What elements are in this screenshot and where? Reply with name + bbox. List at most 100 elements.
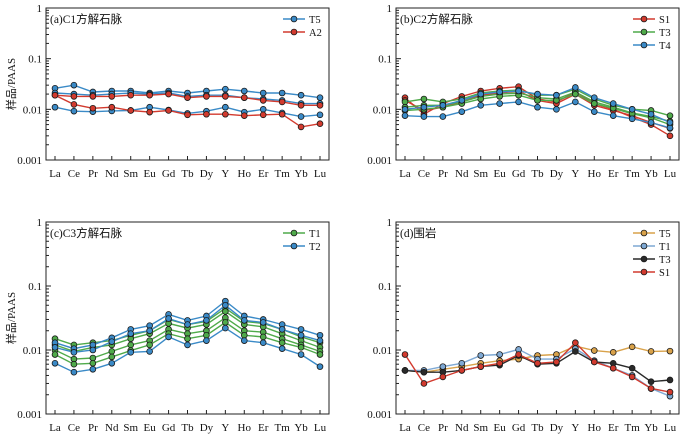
- legend-background: [281, 226, 325, 254]
- x-tick-label: La: [49, 168, 61, 180]
- data-point: [184, 94, 191, 101]
- data-point: [146, 108, 153, 116]
- chart-panel-4: 0.001 0.01 0.1 1 La Ce Pr Nd Sm Eu Gd Tb Dy Y Ho Er Tm Yb…: [367, 217, 680, 434]
- data-point: [278, 339, 286, 347]
- x-tick-label: Y: [221, 422, 229, 434]
- x-tick-label: Nd: [455, 422, 469, 434]
- data-point: [89, 104, 97, 112]
- data-point: [203, 110, 210, 118]
- data-point: [666, 347, 674, 355]
- x-tick-label: Y: [571, 422, 579, 434]
- data-point: [628, 115, 636, 123]
- x-tick-label: Yb: [294, 168, 308, 180]
- data-point: [477, 352, 485, 359]
- data-point: [666, 112, 674, 119]
- x-tick-label: Dy: [200, 168, 214, 180]
- data-point: [259, 111, 267, 119]
- panel-title: (b)C2方解石脉: [400, 12, 473, 26]
- legend-label: T5: [309, 15, 321, 26]
- data-point: [89, 93, 97, 100]
- legend-label: S1: [659, 15, 670, 26]
- legend-swatch-marker: [640, 255, 648, 263]
- x-tick-label: Eu: [144, 168, 157, 180]
- data-point: [51, 344, 59, 351]
- data-point: [401, 351, 409, 358]
- x-tick-label: Dy: [550, 422, 564, 434]
- series-s1: [401, 339, 674, 396]
- data-point: [240, 112, 248, 119]
- data-point: [165, 315, 172, 322]
- y-tick-label: 0.01: [23, 104, 42, 116]
- data-point: [70, 349, 78, 356]
- legend-swatch-marker: [640, 242, 648, 250]
- legend: T5 T1 T3 S1: [631, 226, 675, 280]
- x-tick-label: Sm: [123, 168, 138, 180]
- data-point: [222, 319, 229, 326]
- data-point: [70, 81, 78, 89]
- data-point: [222, 93, 229, 100]
- legend-swatch-marker: [290, 229, 298, 237]
- legend-label: T2: [309, 242, 321, 253]
- legend-swatch-marker: [640, 41, 648, 49]
- data-point: [278, 89, 286, 97]
- x-tick-label: Sm: [473, 168, 488, 180]
- x-tick-label: Y: [571, 168, 579, 180]
- x-tick-label: Lu: [314, 168, 327, 180]
- y-tick-label: 0.001: [17, 409, 42, 421]
- legend-swatch-marker: [290, 242, 298, 250]
- data-point: [278, 110, 286, 118]
- x-tick-label: Pr: [88, 422, 98, 434]
- x-tick-label: Dy: [200, 422, 214, 434]
- data-point: [222, 308, 229, 315]
- data-point: [572, 339, 579, 347]
- data-point: [420, 380, 428, 387]
- y-tick-label: 0.01: [373, 345, 392, 357]
- data-point: [666, 119, 674, 126]
- x-tick-label: Ho: [588, 422, 602, 434]
- data-point: [666, 388, 674, 396]
- data-point: [240, 94, 248, 101]
- data-point: [297, 351, 305, 358]
- data-point: [477, 363, 485, 370]
- data-point: [259, 319, 267, 326]
- x-tick-label: Sm: [473, 422, 488, 434]
- data-point: [590, 108, 598, 115]
- data-point: [240, 331, 248, 339]
- data-point: [609, 100, 617, 107]
- x-tick-label: Pr: [438, 168, 448, 180]
- series-t2: [51, 297, 324, 352]
- data-point: [203, 317, 210, 324]
- legend: S1 T3 T4: [631, 12, 675, 53]
- legend-swatch-marker: [290, 15, 298, 23]
- x-tick-label: Gd: [162, 422, 176, 434]
- data-point: [259, 339, 267, 347]
- data-point: [420, 113, 428, 120]
- data-point: [647, 110, 655, 118]
- y-axis-label: 样品/PAAS: [4, 292, 18, 344]
- x-tick-label: Lu: [664, 422, 677, 434]
- series-sample-7: [51, 324, 324, 376]
- data-point: [70, 93, 78, 100]
- data-point: [439, 363, 447, 370]
- data-point: [222, 103, 229, 111]
- x-tick-label: Nd: [455, 168, 469, 180]
- data-point: [590, 347, 598, 354]
- x-tick-label: Pr: [88, 168, 98, 180]
- data-point: [222, 301, 229, 309]
- x-tick-label: Eu: [494, 422, 507, 434]
- y-tick-label: 1: [387, 3, 393, 15]
- x-tick-label: Tb: [181, 422, 194, 434]
- data-point: [534, 97, 541, 104]
- data-point: [628, 343, 636, 351]
- x-tick-label: Nd: [105, 168, 119, 180]
- x-tick-label: La: [49, 422, 61, 434]
- data-point: [477, 90, 485, 98]
- data-point: [240, 87, 248, 95]
- data-point: [458, 367, 466, 374]
- data-point: [647, 119, 655, 126]
- x-tick-label: Eu: [144, 422, 157, 434]
- data-point: [534, 359, 541, 367]
- data-point: [51, 351, 59, 358]
- data-point: [590, 100, 598, 107]
